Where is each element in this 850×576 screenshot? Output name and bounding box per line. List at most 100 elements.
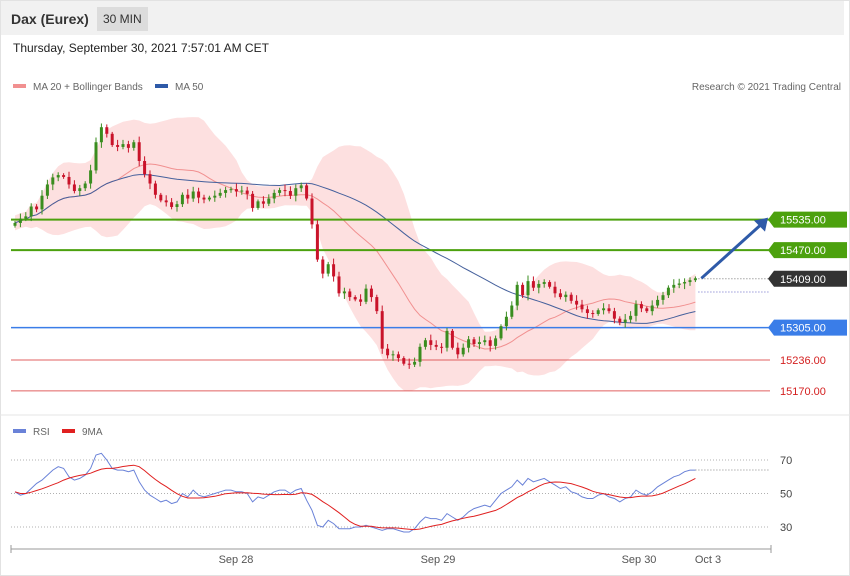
candle-body	[121, 144, 125, 147]
rsi-level-label: 50	[780, 489, 792, 501]
ma50-line	[14, 174, 696, 324]
header-bar: Dax (Eurex) 30 MIN	[1, 1, 844, 35]
candle-body	[294, 188, 298, 196]
level-label-target: 15170.00	[780, 386, 826, 398]
candle-body	[132, 142, 136, 148]
x-tick-label: Sep 28	[219, 554, 254, 566]
candle-body	[305, 185, 309, 199]
candle-body	[629, 315, 633, 320]
candle-body	[494, 338, 498, 346]
candle-body	[56, 175, 60, 178]
candle-body	[515, 284, 519, 306]
candle-body	[83, 183, 87, 189]
candle-body	[688, 280, 692, 283]
candle-body	[202, 197, 206, 200]
candle-body	[353, 297, 357, 300]
candle-body	[656, 299, 660, 306]
level-tag-resistance	[768, 242, 847, 259]
candle-body	[402, 358, 406, 364]
credit-label: Research © 2021 Trading Central	[692, 82, 841, 93]
candle-body	[359, 299, 363, 302]
candle-body	[261, 201, 265, 204]
level-label-support: 15305.00	[780, 323, 826, 335]
candle-body	[29, 206, 33, 217]
candle-body	[499, 326, 503, 339]
candle-body	[126, 144, 130, 148]
rsi-level-label: 70	[780, 455, 792, 467]
x-tick-label: Sep 30	[622, 554, 657, 566]
candle-body	[94, 142, 98, 171]
candle-body	[672, 284, 676, 288]
candle-body	[40, 195, 44, 210]
candle-body	[159, 194, 163, 201]
timeframe-button[interactable]: 30 MIN	[97, 7, 148, 31]
level-label-resistance: 15535.00	[780, 215, 826, 227]
candle-body	[213, 195, 217, 198]
candle-body	[186, 194, 190, 199]
candle-body	[542, 282, 546, 284]
level-tag-resistance	[768, 211, 847, 228]
candle-body	[164, 200, 168, 203]
candle-body	[531, 281, 535, 288]
candle-body	[288, 191, 292, 196]
candle-body	[105, 127, 109, 134]
candle-body	[256, 201, 260, 208]
candle-body	[143, 161, 147, 175]
candle-body	[450, 330, 454, 348]
candle-body	[634, 304, 638, 316]
candle-body	[272, 192, 276, 199]
candle-body	[332, 264, 336, 277]
datetime-label: Thursday, September 30, 2021 7:57:01 AM …	[13, 41, 269, 55]
candle-body	[148, 174, 152, 184]
candle-body	[191, 191, 195, 199]
candle-body	[521, 284, 525, 296]
candle-body	[310, 198, 314, 225]
candle-body	[175, 204, 179, 207]
candle-body	[18, 218, 22, 223]
candle-body	[62, 175, 66, 177]
last-price-label: 15409.00	[780, 274, 826, 286]
candle-body	[207, 197, 211, 200]
last-price-tag	[768, 270, 847, 287]
candle-body	[72, 184, 76, 192]
ma20-legend-label: MA 20 + Bollinger Bands	[33, 82, 143, 93]
rsi-ma-legend-label: 9MA	[82, 427, 103, 438]
candle-body	[607, 308, 611, 312]
rsi-legend-swatch	[13, 429, 26, 433]
candle-body	[472, 339, 476, 344]
candle-body	[197, 191, 201, 198]
candle-body	[170, 202, 174, 207]
candle-body	[386, 348, 390, 356]
projection-arrow-head	[754, 217, 768, 232]
candle-body	[575, 300, 579, 305]
candle-body	[461, 347, 465, 355]
candle-body	[477, 342, 481, 344]
candle-body	[234, 189, 238, 192]
ma20-legend-swatch	[13, 84, 26, 88]
level-tag-support	[768, 319, 847, 336]
x-tick-label: Oct 3	[695, 554, 721, 566]
x-tick-label: Sep 29	[421, 554, 456, 566]
candle-body	[283, 190, 287, 192]
candle-body	[278, 190, 282, 193]
candle-body	[24, 216, 28, 219]
candle-body	[35, 206, 39, 210]
candle-body	[548, 282, 552, 287]
candle-body	[321, 259, 325, 274]
rsi-ma-line	[14, 464, 696, 531]
candle-body	[13, 222, 17, 226]
candle-body	[78, 188, 82, 192]
candle-body	[645, 308, 649, 312]
candle-body	[67, 176, 71, 185]
candle-body	[434, 344, 438, 347]
candle-body	[240, 190, 244, 192]
candle-body	[267, 198, 271, 204]
candle-body	[445, 330, 449, 348]
candle-body	[224, 190, 228, 193]
candle-body	[683, 282, 687, 284]
candle-body	[666, 287, 670, 296]
candle-body	[116, 145, 120, 147]
candle-body	[618, 318, 622, 323]
candle-body	[504, 316, 508, 327]
